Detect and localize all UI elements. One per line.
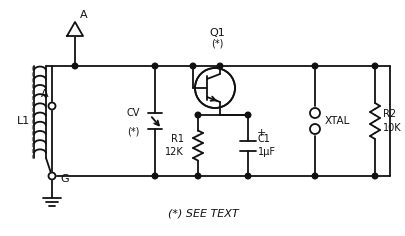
Circle shape [195, 112, 200, 118]
Circle shape [311, 63, 317, 69]
Text: (*) SEE TEXT: (*) SEE TEXT [167, 209, 238, 219]
Circle shape [190, 63, 195, 69]
Text: XTAL: XTAL [324, 116, 350, 126]
Text: C1
1μF: C1 1μF [257, 134, 275, 157]
Text: R2
10K: R2 10K [382, 110, 401, 133]
Text: G: G [60, 174, 68, 184]
Circle shape [371, 173, 377, 179]
Text: (*): (*) [210, 38, 223, 48]
Circle shape [72, 63, 78, 69]
Text: Q1: Q1 [209, 28, 224, 38]
Circle shape [195, 69, 234, 107]
Circle shape [245, 173, 250, 179]
Polygon shape [67, 22, 83, 36]
Circle shape [152, 173, 158, 179]
Text: L1: L1 [17, 116, 30, 126]
Circle shape [245, 112, 250, 118]
Circle shape [195, 173, 200, 179]
Circle shape [217, 63, 222, 69]
Circle shape [311, 173, 317, 179]
Text: A: A [80, 10, 87, 20]
Circle shape [371, 63, 377, 69]
Circle shape [48, 173, 55, 180]
Circle shape [152, 63, 158, 69]
Text: +: + [256, 128, 266, 139]
Circle shape [48, 102, 55, 110]
Text: (*): (*) [126, 126, 139, 136]
Circle shape [309, 108, 319, 118]
Text: R1
12K: R1 12K [165, 134, 183, 157]
Text: CV: CV [126, 108, 139, 118]
Text: A: A [41, 89, 49, 99]
Circle shape [309, 124, 319, 134]
